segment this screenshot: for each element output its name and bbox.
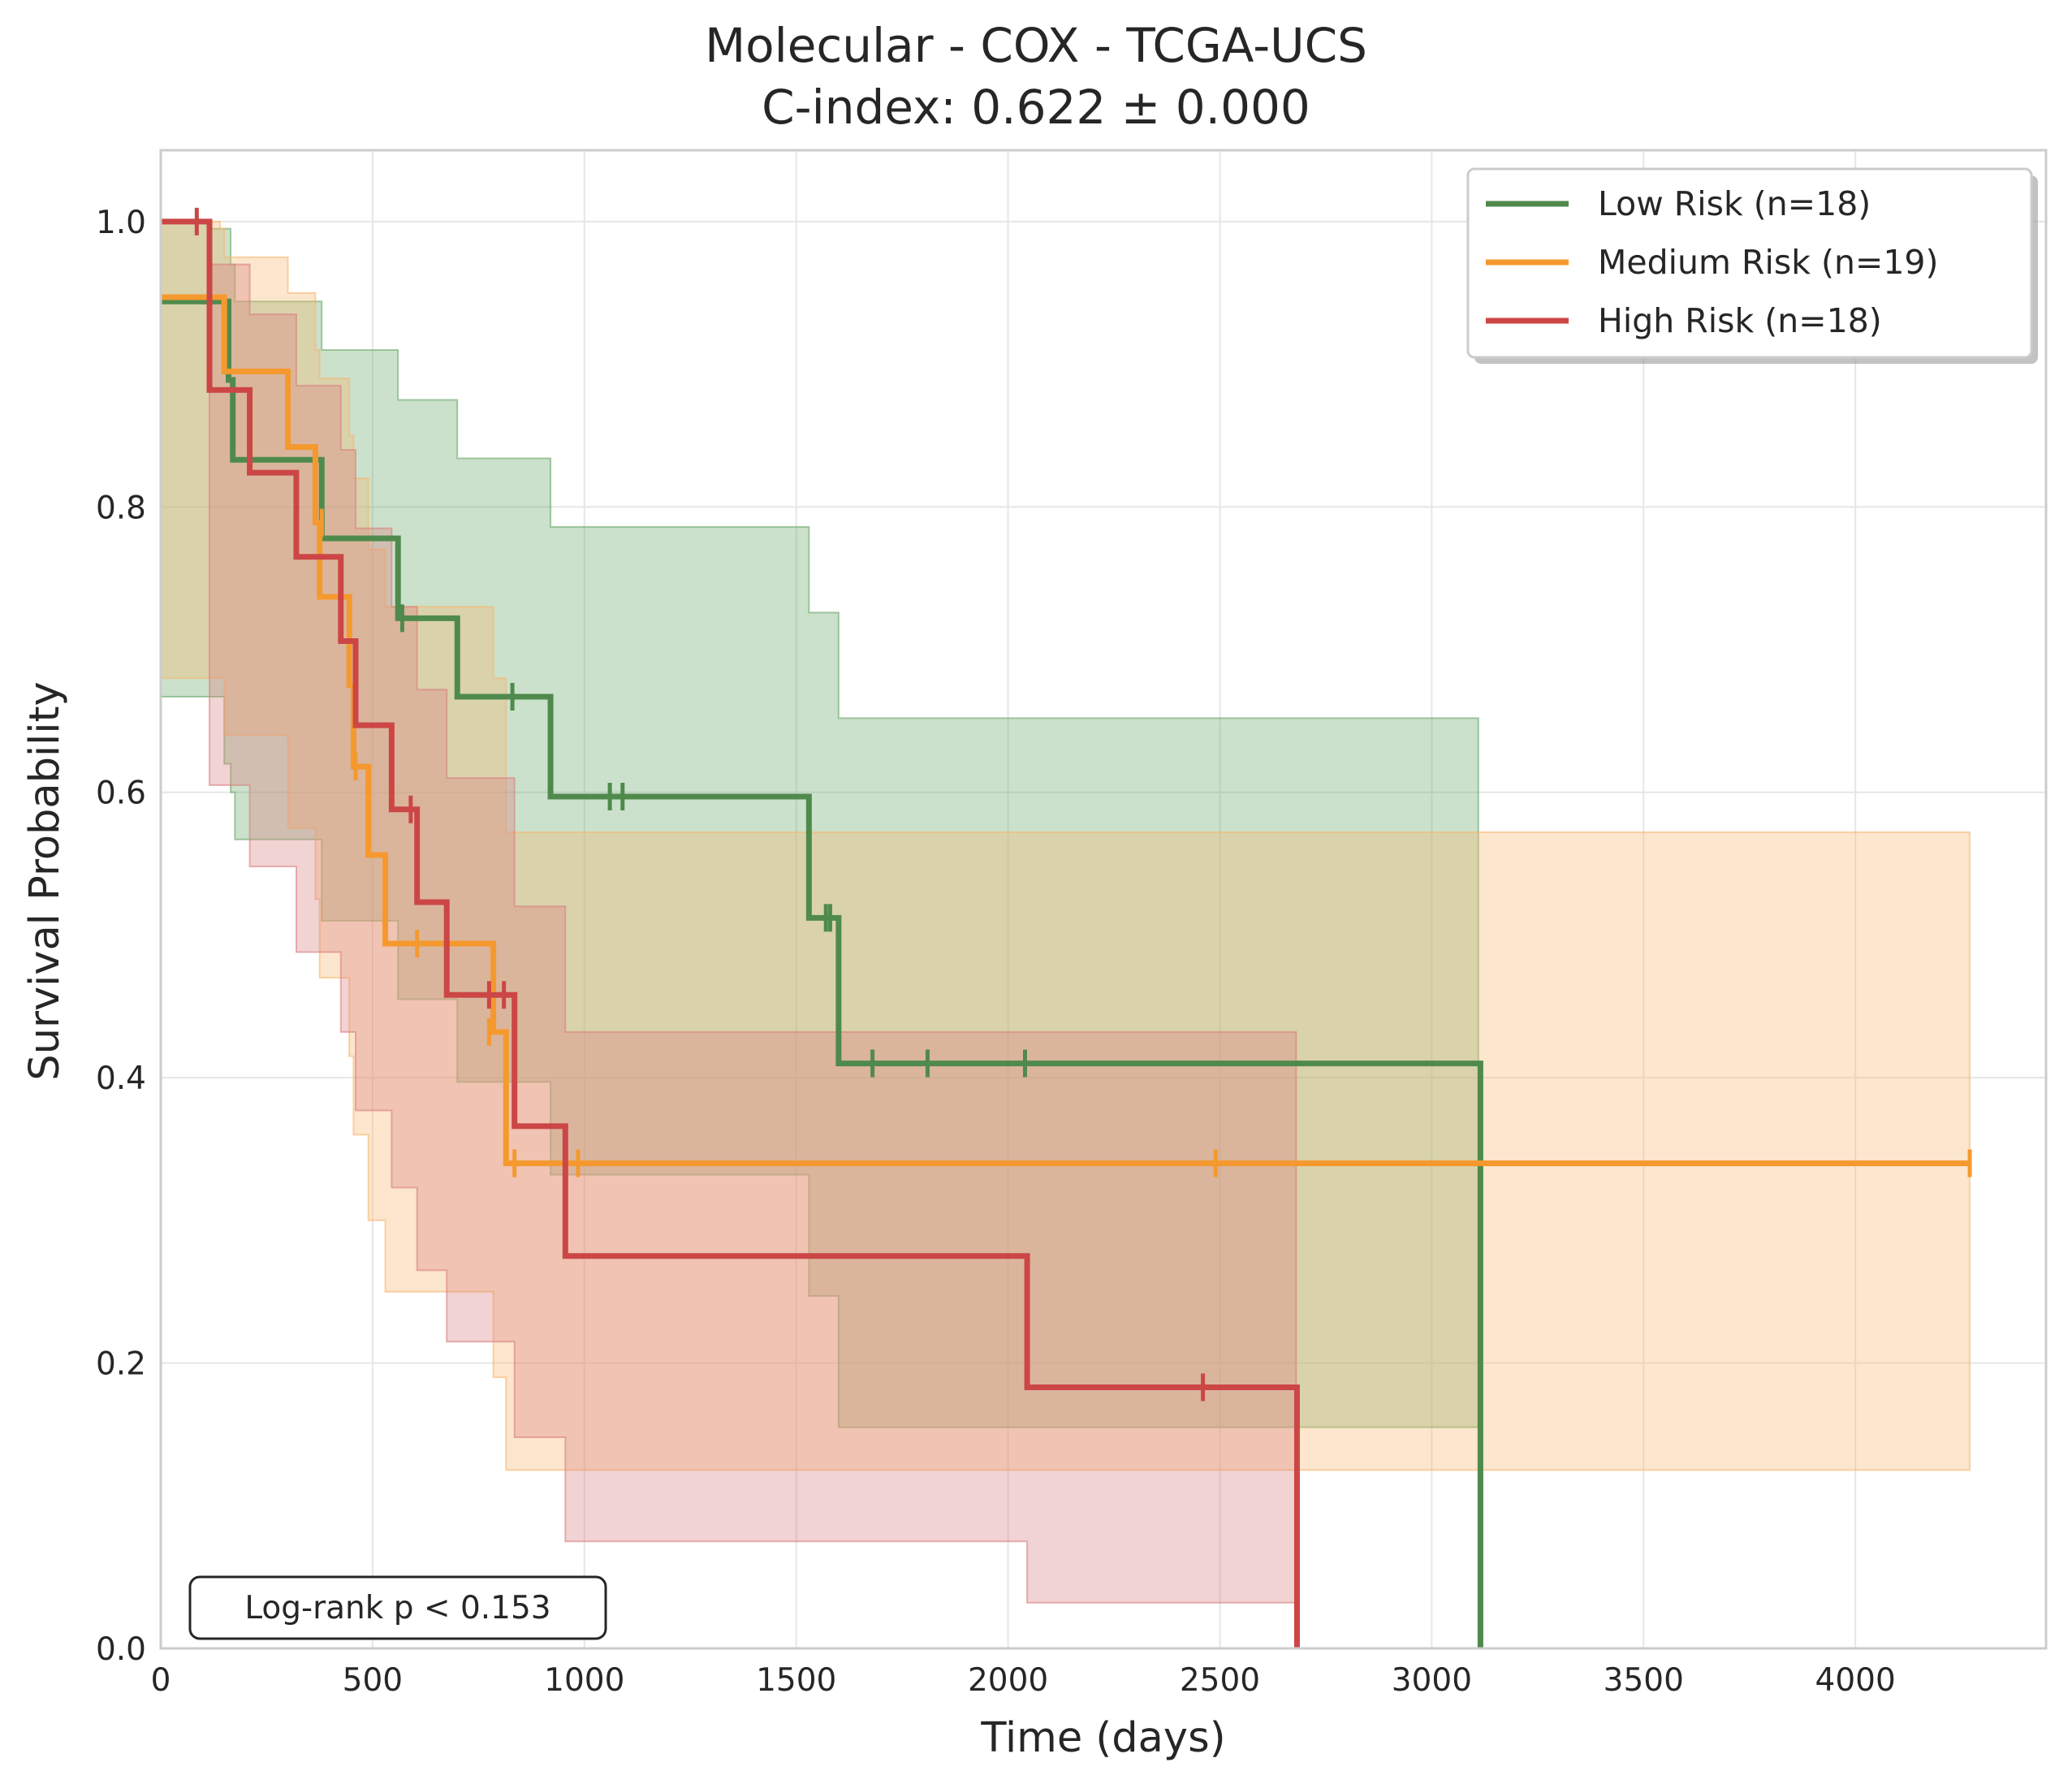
y-tick-label: 0.4: [96, 1060, 146, 1097]
legend-label-1: Medium Risk (n=19): [1598, 243, 1939, 282]
x-tick-label: 2000: [968, 1662, 1048, 1699]
x-tick-label: 2500: [1180, 1662, 1260, 1699]
chart-title-line-2: C-index: 0.622 ± 0.000: [762, 80, 1310, 135]
x-tick-label: 3500: [1604, 1662, 1684, 1699]
plot-area: 0 500 1000 1500 2000 2500 3000 3500 4000 0.0 0.2 0.…: [96, 149, 2048, 1699]
plot-frame: [159, 149, 2048, 1650]
legend-label-2: High Risk (n=18): [1598, 301, 1882, 340]
x-tick-label: 1000: [544, 1662, 624, 1699]
y-tick-label: 1.0: [96, 205, 146, 241]
annotation-text: Log-rank p < 0.153: [244, 1590, 550, 1626]
x-tick-label: 0: [151, 1662, 171, 1699]
legend: Low Risk (n=18) Medium Risk (n=19) High Ri…: [1466, 167, 2038, 364]
x-tick-label: 4000: [1815, 1662, 1896, 1699]
x-tick-label: 500: [343, 1662, 403, 1699]
chart-title-line-1: Molecular - COX - TCGA-UCS: [705, 18, 1367, 73]
survival-line-1: [161, 294, 1971, 1167]
logrank-annotation: Log-rank p < 0.153: [188, 1575, 607, 1640]
y-tick-label: 0.6: [96, 775, 146, 812]
legend-label-0: Low Risk (n=18): [1598, 184, 1871, 223]
survival-line-0: [161, 298, 1483, 1648]
y-tick-label: 0.0: [96, 1631, 146, 1668]
survival-line-2: [161, 218, 1300, 1648]
y-axis-label: Survival Probability: [21, 681, 69, 1080]
y-tick-label: 0.8: [96, 490, 146, 526]
y-tick-label: 0.2: [96, 1346, 146, 1383]
annotation-box: [188, 1575, 607, 1640]
legend-box: [1466, 167, 2033, 359]
x-tick-label: 1500: [756, 1662, 836, 1699]
x-tick-label: 3000: [1392, 1662, 1472, 1699]
x-axis-label: Time (days): [980, 1714, 1225, 1762]
